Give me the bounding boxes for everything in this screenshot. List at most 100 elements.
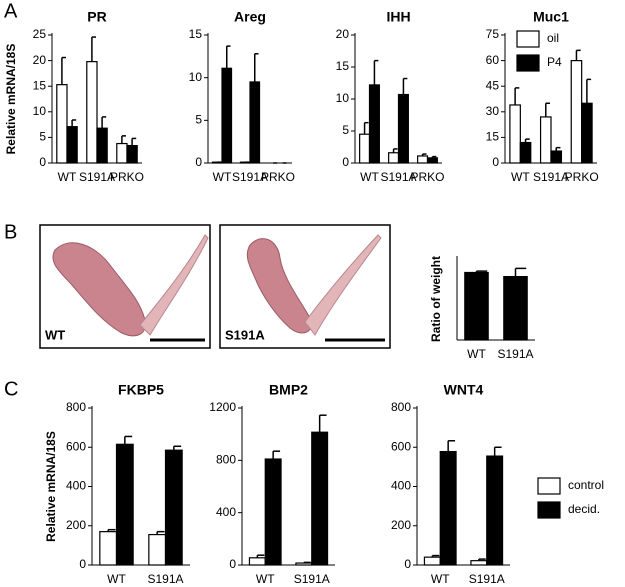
chart-title: WNT4 bbox=[444, 382, 484, 398]
y-tick-label: 0 bbox=[79, 557, 86, 571]
y-tick-label: 10 bbox=[336, 91, 350, 105]
legend-label: decid. bbox=[568, 502, 600, 516]
y-tick-label: 600 bbox=[391, 439, 411, 453]
y-tick-label: 800 bbox=[391, 400, 411, 414]
bar bbox=[264, 458, 282, 566]
bar bbox=[417, 155, 429, 164]
y-tick-label: 0 bbox=[492, 155, 499, 169]
legend-label: control bbox=[568, 478, 604, 492]
x-tick-label: S191A bbox=[497, 347, 533, 361]
x-tick-label: WT bbox=[256, 572, 275, 586]
bar bbox=[148, 533, 167, 566]
bar bbox=[221, 67, 233, 164]
panel-label: B bbox=[4, 221, 17, 243]
x-tick-label: PRKO bbox=[410, 170, 444, 184]
chart-title: IHH bbox=[386, 9, 410, 25]
y-tick-label: 15 bbox=[33, 78, 47, 92]
bar bbox=[295, 562, 313, 566]
bar bbox=[550, 150, 563, 164]
y-tick-label: 5 bbox=[195, 113, 202, 127]
y-tick-label: 1200 bbox=[209, 400, 236, 414]
bar bbox=[509, 104, 521, 164]
y-axis-label: Ratio of weight bbox=[429, 256, 443, 342]
y-tick-label: 60 bbox=[486, 53, 500, 67]
y-tick-label: 800 bbox=[216, 453, 236, 467]
legend-swatch bbox=[516, 54, 540, 72]
bar bbox=[397, 93, 409, 164]
y-axis-label: Relative mRNA/18S bbox=[4, 44, 18, 155]
bar bbox=[539, 116, 552, 164]
y-tick-label: 20 bbox=[336, 27, 350, 41]
x-tick-label: WT bbox=[467, 347, 486, 361]
chart-title: Muc1 bbox=[533, 9, 569, 25]
bar bbox=[239, 161, 251, 164]
y-tick-label: 600 bbox=[66, 439, 86, 453]
bar bbox=[581, 102, 593, 164]
y-tick-label: 200 bbox=[391, 518, 411, 532]
legend-swatch bbox=[537, 501, 561, 519]
chart-title: PR bbox=[87, 9, 106, 25]
photo-label: WT bbox=[45, 327, 65, 342]
x-tick-label: WT bbox=[511, 170, 530, 184]
y-tick-label: 0 bbox=[404, 557, 411, 571]
bar bbox=[311, 431, 329, 566]
y-tick-label: 30 bbox=[486, 104, 500, 118]
y-tick-label: 400 bbox=[391, 479, 411, 493]
y-tick-label: 0 bbox=[229, 557, 236, 571]
bar bbox=[96, 127, 108, 164]
bar bbox=[503, 275, 528, 341]
photo: WT bbox=[39, 224, 211, 349]
bar bbox=[426, 157, 438, 164]
bar bbox=[115, 443, 134, 566]
chart-title: BMP2 bbox=[269, 382, 308, 398]
x-tick-label: WT bbox=[431, 572, 450, 586]
bar bbox=[359, 133, 371, 164]
bar bbox=[86, 61, 98, 164]
photo-label: S191A bbox=[225, 327, 265, 342]
bar bbox=[126, 144, 138, 164]
x-tick-label: S191A bbox=[533, 170, 569, 184]
x-tick-label: S191A bbox=[380, 170, 416, 184]
y-tick-label: 400 bbox=[66, 479, 86, 493]
legend-label: P4 bbox=[547, 55, 562, 69]
y-tick-label: 0 bbox=[342, 155, 349, 169]
x-tick-label: S191A bbox=[469, 572, 505, 586]
bar bbox=[116, 142, 128, 164]
bar bbox=[56, 84, 68, 164]
y-tick-label: 400 bbox=[216, 505, 236, 519]
x-tick-label: WT bbox=[213, 170, 232, 184]
x-tick-label: WT bbox=[360, 170, 379, 184]
y-tick-label: 10 bbox=[189, 70, 203, 84]
y-tick-label: 25 bbox=[33, 27, 47, 41]
x-tick-label: S191A bbox=[294, 572, 330, 586]
y-tick-label: 800 bbox=[66, 400, 86, 414]
x-tick-label: PRKO bbox=[565, 170, 599, 184]
y-tick-label: 15 bbox=[189, 27, 203, 41]
y-tick-label: 20 bbox=[33, 53, 47, 67]
bar bbox=[66, 126, 78, 164]
legend-label: oil bbox=[547, 31, 559, 45]
chart-title: FKBP5 bbox=[118, 382, 164, 398]
y-tick-label: 5 bbox=[342, 123, 349, 137]
y-tick-label: 10 bbox=[33, 104, 47, 118]
y-tick-label: 0 bbox=[195, 155, 202, 169]
legend-swatch bbox=[537, 477, 561, 495]
bar bbox=[99, 531, 118, 566]
y-tick-label: 200 bbox=[66, 518, 86, 532]
bar bbox=[464, 271, 489, 341]
bar bbox=[248, 557, 266, 566]
bar bbox=[388, 152, 400, 164]
y-tick-label: 5 bbox=[39, 130, 46, 144]
y-tick-label: 0 bbox=[39, 155, 46, 169]
x-tick-label: PRKO bbox=[110, 170, 144, 184]
x-tick-label: S191A bbox=[79, 170, 115, 184]
photo: S191A bbox=[219, 224, 391, 349]
panel-label: C bbox=[4, 378, 18, 400]
x-tick-label: WT bbox=[58, 170, 77, 184]
y-tick-label: 45 bbox=[486, 78, 500, 92]
x-tick-label: WT bbox=[107, 572, 126, 586]
bar bbox=[164, 449, 183, 566]
bar bbox=[211, 161, 223, 164]
panel-label: A bbox=[4, 0, 18, 22]
